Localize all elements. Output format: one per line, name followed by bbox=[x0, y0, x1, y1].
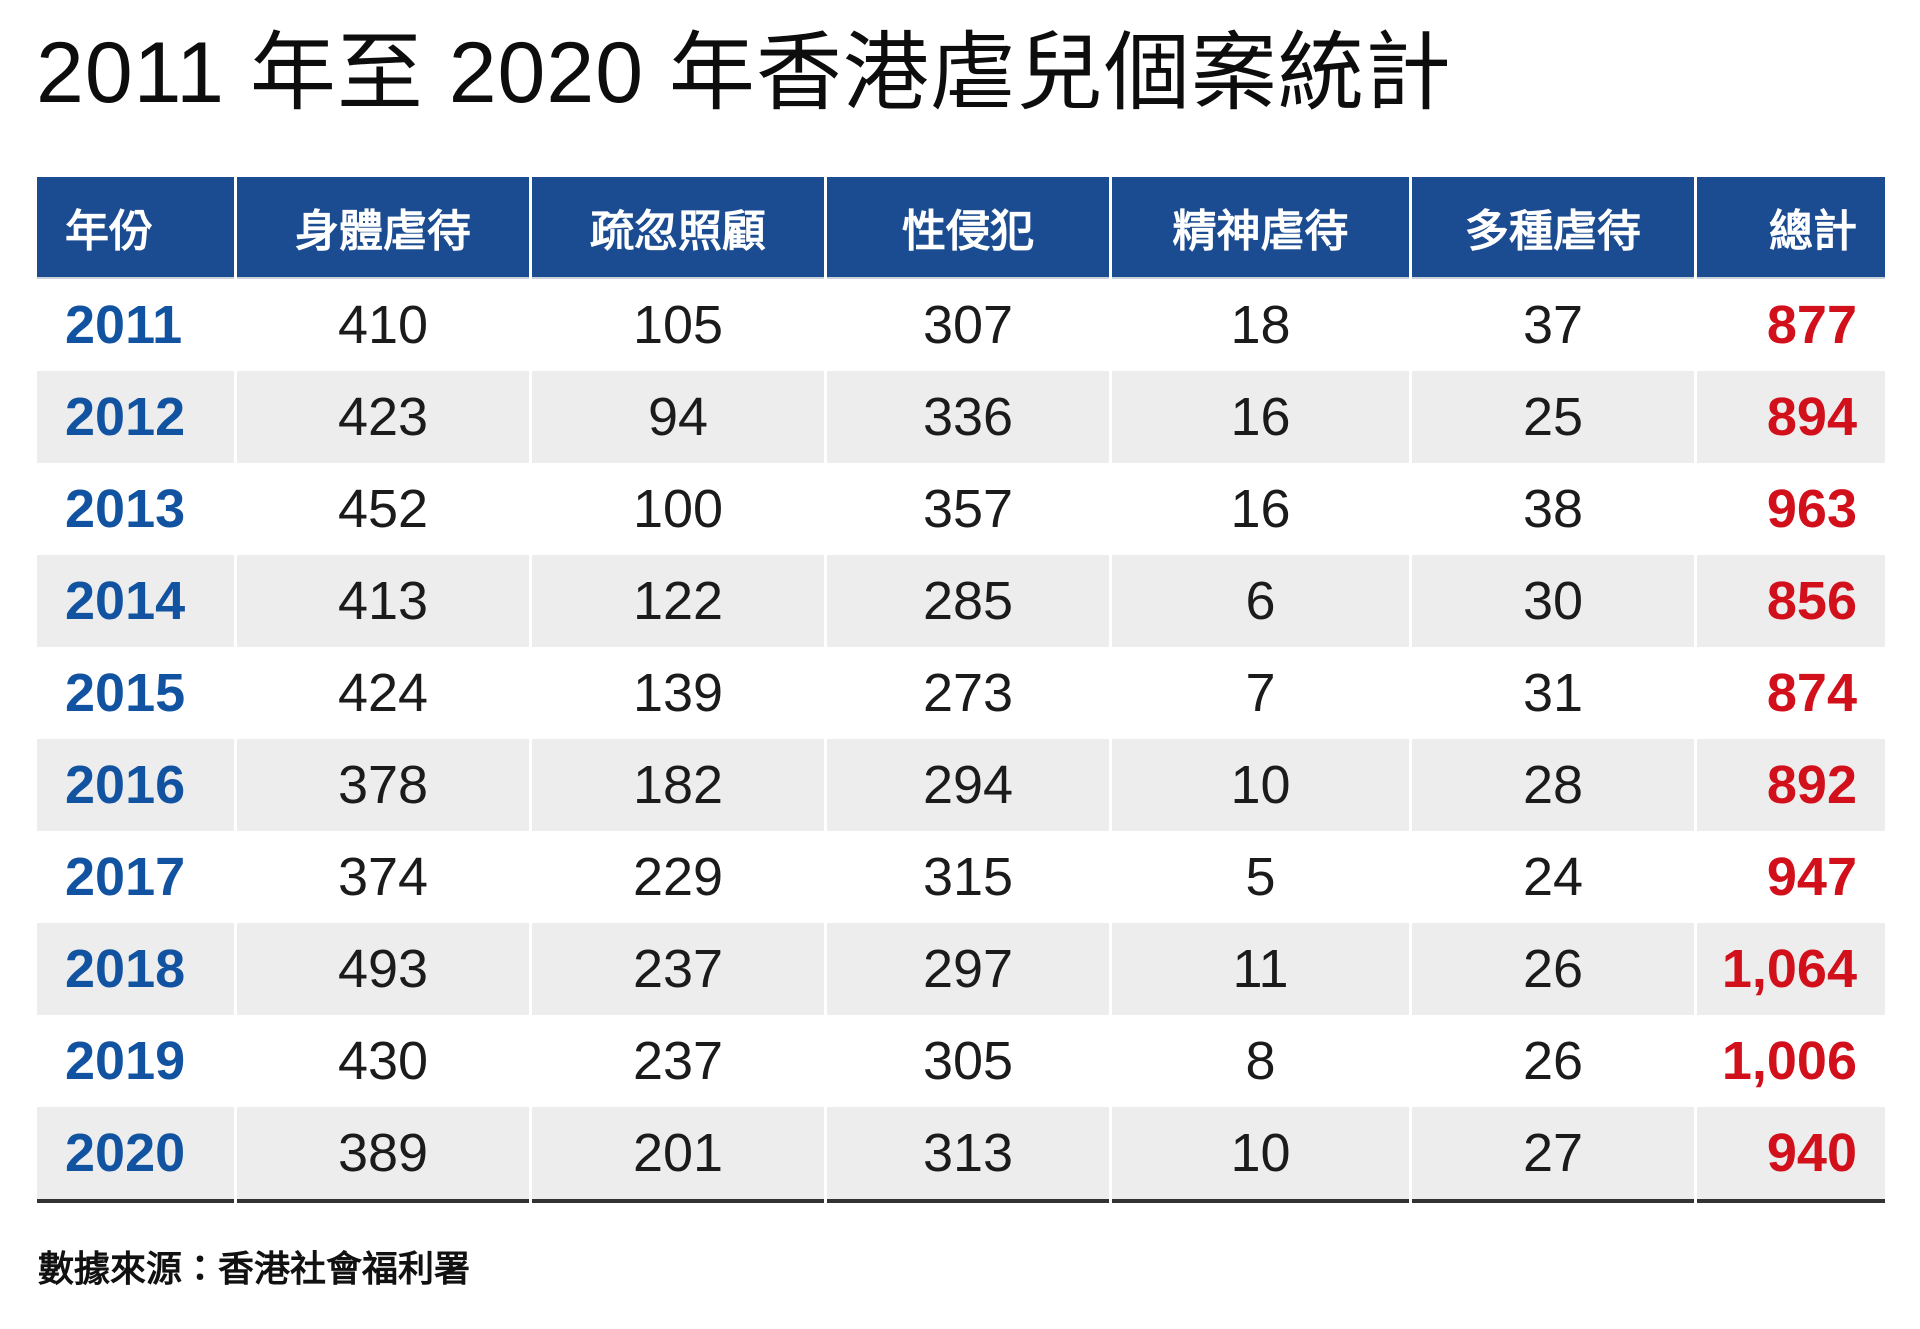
table-row: 2017 374 229 315 5 24 947 bbox=[37, 831, 1885, 923]
value-cell: 374 bbox=[337, 847, 429, 907]
table-body: 2011 410 105 307 18 37 877 2012 423 94 3… bbox=[37, 279, 1885, 1203]
year-cell: 2012 bbox=[37, 371, 234, 463]
value-cell: 305 bbox=[922, 1031, 1014, 1091]
year-cell: 2013 bbox=[65, 479, 186, 539]
table-row: 2016 378 182 294 10 28 892 bbox=[37, 739, 1885, 831]
value-cell: 357 bbox=[922, 479, 1014, 539]
value-cell: 24 bbox=[1522, 847, 1584, 907]
value-cell: 16 bbox=[1230, 479, 1291, 539]
column-header-mental-abuse: 精神虐待 bbox=[1112, 177, 1409, 279]
year-cell: 2014 bbox=[37, 555, 234, 647]
total-cell: 877 bbox=[1766, 295, 1857, 355]
value-cell: 294 bbox=[827, 739, 1109, 831]
value-cell: 94 bbox=[532, 371, 824, 463]
value-cell: 430 bbox=[337, 1031, 429, 1091]
total-cell: 892 bbox=[1697, 739, 1885, 831]
value-cell: 336 bbox=[827, 371, 1109, 463]
page-title: 2011 年至 2020 年香港虐兒個案統計 bbox=[36, 25, 1452, 121]
value-cell: 297 bbox=[827, 923, 1109, 1015]
value-cell: 307 bbox=[922, 295, 1014, 355]
value-cell: 105 bbox=[632, 295, 724, 355]
value-cell: 25 bbox=[1412, 371, 1694, 463]
column-header-year: 年份 bbox=[37, 177, 234, 279]
year-cell: 2015 bbox=[65, 663, 186, 723]
table-row: 2015 424 139 273 7 31 874 bbox=[37, 647, 1885, 739]
table-row: 2012 423 94 336 16 25 894 bbox=[37, 371, 1885, 463]
table-row: 2020 389 201 313 10 27 940 bbox=[37, 1107, 1885, 1203]
column-header-physical-abuse: 身體虐待 bbox=[237, 177, 529, 279]
year-cell: 2011 bbox=[65, 295, 183, 355]
value-cell: 38 bbox=[1522, 479, 1584, 539]
value-cell: 26 bbox=[1412, 923, 1694, 1015]
value-cell: 31 bbox=[1522, 663, 1584, 723]
value-cell: 37 bbox=[1522, 295, 1584, 355]
table-row: 2013 452 100 357 16 38 963 bbox=[37, 463, 1885, 555]
total-cell: 1,006 bbox=[1721, 1031, 1857, 1091]
value-cell: 8 bbox=[1245, 1031, 1276, 1091]
value-cell: 11 bbox=[1112, 923, 1409, 1015]
value-cell: 493 bbox=[237, 923, 529, 1015]
value-cell: 10 bbox=[1112, 1107, 1409, 1203]
value-cell: 410 bbox=[337, 295, 429, 355]
total-cell: 1,064 bbox=[1697, 923, 1885, 1015]
year-cell: 2017 bbox=[65, 847, 186, 907]
total-cell: 963 bbox=[1766, 479, 1857, 539]
value-cell: 313 bbox=[827, 1107, 1109, 1203]
table-row: 2011 410 105 307 18 37 877 bbox=[37, 279, 1885, 371]
table-header-row: 年份 身體虐待 疏忽照顧 性侵犯 精神虐待 多種虐待 總計 bbox=[37, 177, 1885, 279]
value-cell: 30 bbox=[1412, 555, 1694, 647]
value-cell: 423 bbox=[237, 371, 529, 463]
value-cell: 6 bbox=[1112, 555, 1409, 647]
value-cell: 413 bbox=[237, 555, 529, 647]
table-row: 2019 430 237 305 8 26 1,006 bbox=[37, 1015, 1885, 1107]
value-cell: 26 bbox=[1522, 1031, 1584, 1091]
value-cell: 237 bbox=[632, 1031, 724, 1091]
value-cell: 182 bbox=[532, 739, 824, 831]
source-note: 數據來源：香港社會福利署 bbox=[38, 1248, 471, 1289]
value-cell: 452 bbox=[337, 479, 429, 539]
abuse-statistics-table: 年份 身體虐待 疏忽照顧 性侵犯 精神虐待 多種虐待 總計 2011 410 1… bbox=[34, 177, 1888, 1203]
column-header-multiple-abuse: 多種虐待 bbox=[1412, 177, 1694, 279]
value-cell: 237 bbox=[532, 923, 824, 1015]
value-cell: 7 bbox=[1245, 663, 1276, 723]
total-cell: 947 bbox=[1766, 847, 1857, 907]
total-cell: 894 bbox=[1697, 371, 1885, 463]
value-cell: 378 bbox=[237, 739, 529, 831]
value-cell: 28 bbox=[1412, 739, 1694, 831]
column-header-total: 總計 bbox=[1697, 177, 1885, 279]
value-cell: 100 bbox=[632, 479, 724, 539]
year-cell: 2016 bbox=[37, 739, 234, 831]
value-cell: 139 bbox=[632, 663, 724, 723]
value-cell: 27 bbox=[1412, 1107, 1694, 1203]
column-header-sexual-abuse: 性侵犯 bbox=[827, 177, 1109, 279]
year-cell: 2019 bbox=[65, 1031, 186, 1091]
value-cell: 5 bbox=[1245, 847, 1276, 907]
value-cell: 273 bbox=[922, 663, 1014, 723]
year-cell: 2020 bbox=[37, 1107, 234, 1203]
value-cell: 389 bbox=[237, 1107, 529, 1203]
total-cell: 874 bbox=[1766, 663, 1857, 723]
table-row: 2014 413 122 285 6 30 856 bbox=[37, 555, 1885, 647]
value-cell: 122 bbox=[532, 555, 824, 647]
value-cell: 18 bbox=[1230, 295, 1291, 355]
value-cell: 201 bbox=[532, 1107, 824, 1203]
value-cell: 10 bbox=[1112, 739, 1409, 831]
value-cell: 424 bbox=[337, 663, 429, 723]
column-header-neglect: 疏忽照顧 bbox=[532, 177, 824, 279]
value-cell: 285 bbox=[827, 555, 1109, 647]
value-cell: 315 bbox=[922, 847, 1014, 907]
value-cell: 229 bbox=[632, 847, 724, 907]
total-cell: 856 bbox=[1697, 555, 1885, 647]
value-cell: 16 bbox=[1112, 371, 1409, 463]
total-cell: 940 bbox=[1697, 1107, 1885, 1203]
table-row: 2018 493 237 297 11 26 1,064 bbox=[37, 923, 1885, 1015]
year-cell: 2018 bbox=[37, 923, 234, 1015]
